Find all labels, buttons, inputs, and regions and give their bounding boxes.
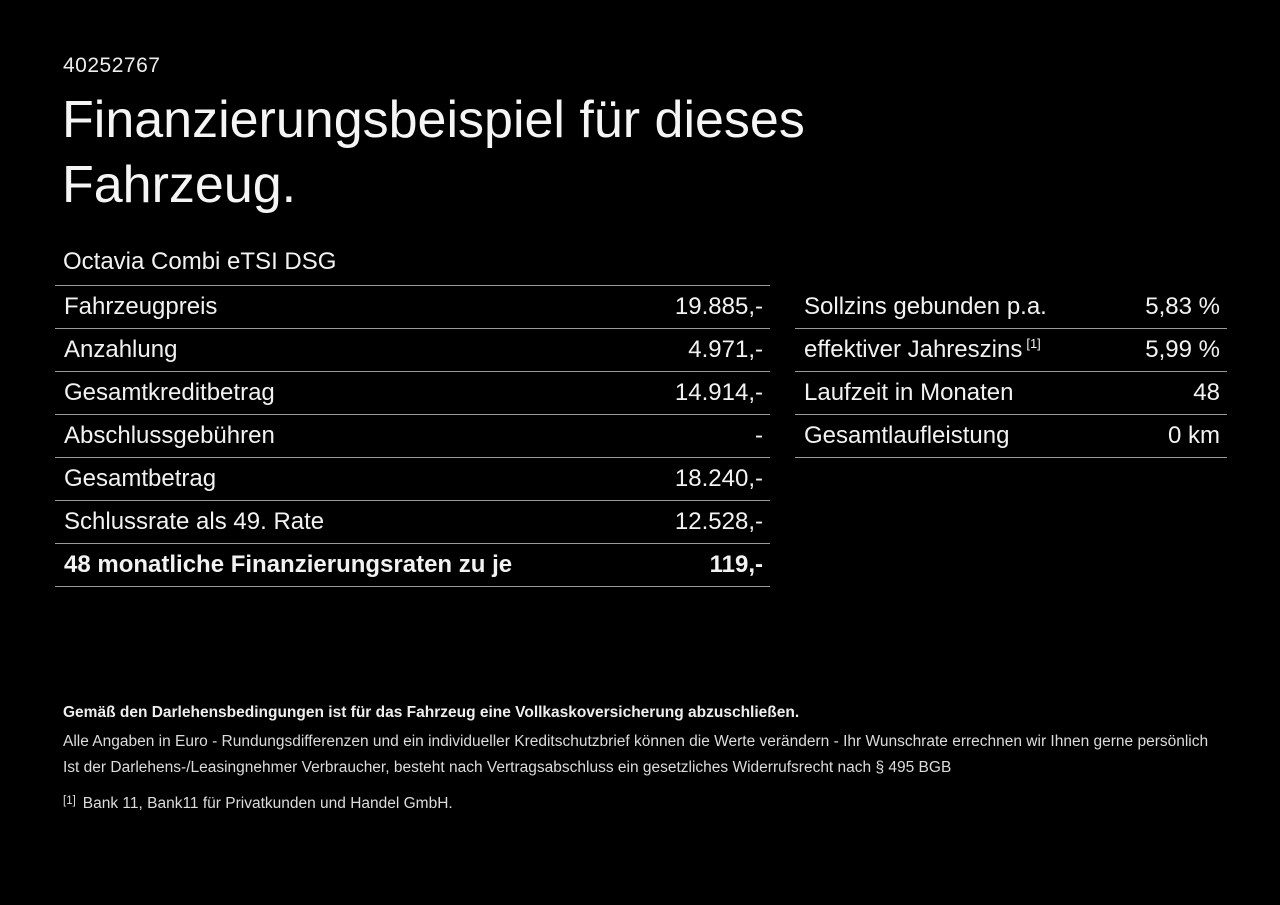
row-value: 5,83 % bbox=[1145, 293, 1220, 320]
row-label: Anzahlung bbox=[64, 336, 178, 363]
row-value: - bbox=[755, 422, 763, 449]
row-value: 12.528,- bbox=[674, 508, 763, 535]
row-label: Abschlussgebühren bbox=[64, 422, 275, 449]
row-label: Laufzeit in Monaten bbox=[804, 379, 1014, 406]
row-value: 19.885,- bbox=[674, 293, 763, 320]
row-value: 14.914,- bbox=[674, 379, 763, 406]
footnote-marker: [1] bbox=[63, 795, 76, 807]
table-row-anzahlung: Anzahlung 4.971,- bbox=[55, 329, 770, 372]
table-row-effektiver-jahreszins: effektiver Jahreszins [1] 5,99 % bbox=[795, 329, 1227, 372]
row-label: Schlussrate als 49. Rate bbox=[64, 508, 325, 535]
insurance-note: Gemäß den Darlehensbedingungen ist für d… bbox=[63, 704, 800, 721]
withdrawal-note: Ist der Darlehens-/Leasingnehmer Verbrau… bbox=[63, 759, 952, 776]
table-row-laufzeit: Laufzeit in Monaten 48 bbox=[795, 372, 1227, 415]
row-value: 4.971,- bbox=[688, 336, 763, 363]
table-row-sollzins: Sollzins gebunden p.a. 5,83 % bbox=[795, 286, 1227, 329]
row-label: effektiver Jahreszins [1] bbox=[804, 336, 1041, 363]
table-row-monatsrate: 48 monatliche Finanzierungsraten zu je 1… bbox=[55, 544, 770, 587]
table-row-fahrzeugpreis: Fahrzeugpreis 19.885,- bbox=[55, 286, 770, 329]
row-label: Sollzins gebunden p.a. bbox=[804, 293, 1047, 320]
row-label: 48 monatliche Finanzierungsraten zu je bbox=[64, 551, 513, 578]
row-value: 18.240,- bbox=[674, 465, 763, 492]
legal-footer: Gemäß den Darlehensbedingungen ist für d… bbox=[63, 703, 1223, 820]
bank-footnote: [1] Bank 11, Bank11 für Privatkunden und … bbox=[63, 791, 1223, 814]
conditions-table: Sollzins gebunden p.a. 5,83 % effektiver… bbox=[795, 286, 1227, 458]
rounding-note: Alle Angaben in Euro - Rundungsdifferenz… bbox=[63, 733, 1209, 750]
offer-id: 40252767 bbox=[63, 54, 161, 77]
row-label: Gesamtbetrag bbox=[64, 465, 217, 492]
table-row-gesamtlaufleistung: Gesamtlaufleistung 0 km bbox=[795, 415, 1227, 458]
footnote-text: Bank 11, Bank11 für Privatkunden und Han… bbox=[82, 795, 453, 812]
row-label: Gesamtkreditbetrag bbox=[64, 379, 275, 406]
row-label: Gesamtlaufleistung bbox=[804, 422, 1010, 449]
table-row-abschlussgebuehren: Abschlussgebühren - bbox=[55, 415, 770, 458]
table-row-gesamtkreditbetrag: Gesamtkreditbetrag 14.914,- bbox=[55, 372, 770, 415]
vehicle-model: Octavia Combi eTSI DSG bbox=[63, 248, 337, 275]
page-title: Finanzierungsbeispiel für dieses Fahrzeu… bbox=[62, 91, 805, 214]
row-label: Fahrzeugpreis bbox=[64, 293, 218, 320]
footnote-ref: [1] bbox=[1026, 336, 1041, 351]
row-value: 48 bbox=[1193, 379, 1220, 406]
table-row-schlussrate: Schlussrate als 49. Rate 12.528,- bbox=[55, 501, 770, 544]
row-value: 0 km bbox=[1167, 422, 1220, 449]
table-row-gesamtbetrag: Gesamtbetrag 18.240,- bbox=[55, 458, 770, 501]
finance-table: Fahrzeugpreis 19.885,- Anzahlung 4.971,-… bbox=[55, 285, 770, 587]
row-value: 119,- bbox=[709, 551, 763, 578]
row-value: 5,99 % bbox=[1145, 336, 1220, 363]
